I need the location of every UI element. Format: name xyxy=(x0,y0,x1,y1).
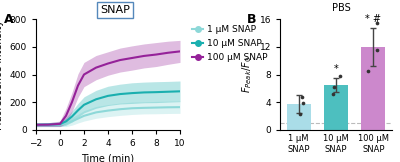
Point xyxy=(374,22,380,24)
Text: *: * xyxy=(334,64,338,74)
Bar xyxy=(286,104,311,130)
Point xyxy=(374,49,380,52)
Point xyxy=(298,95,305,98)
X-axis label: Time (min): Time (min) xyxy=(82,153,134,162)
Point xyxy=(330,86,337,88)
Text: * #: * # xyxy=(365,14,381,23)
Point xyxy=(330,93,336,95)
Y-axis label: $F_{Peak}/F_0$: $F_{Peak}/F_0$ xyxy=(240,56,254,93)
Point xyxy=(300,102,306,105)
Point xyxy=(337,75,343,77)
Legend: 1 μM SNAP, 10 μM SNAP, 100 μM SNAP: 1 μM SNAP, 10 μM SNAP, 100 μM SNAP xyxy=(189,22,271,66)
Y-axis label: Fluorescence intensity: Fluorescence intensity xyxy=(0,19,4,130)
Bar xyxy=(324,85,348,130)
Point xyxy=(364,70,371,72)
Bar xyxy=(361,47,386,130)
Text: A: A xyxy=(4,13,14,26)
Text: PBS: PBS xyxy=(332,3,351,13)
Text: SNAP: SNAP xyxy=(100,5,130,15)
Text: B: B xyxy=(246,13,256,26)
Point xyxy=(297,113,303,116)
